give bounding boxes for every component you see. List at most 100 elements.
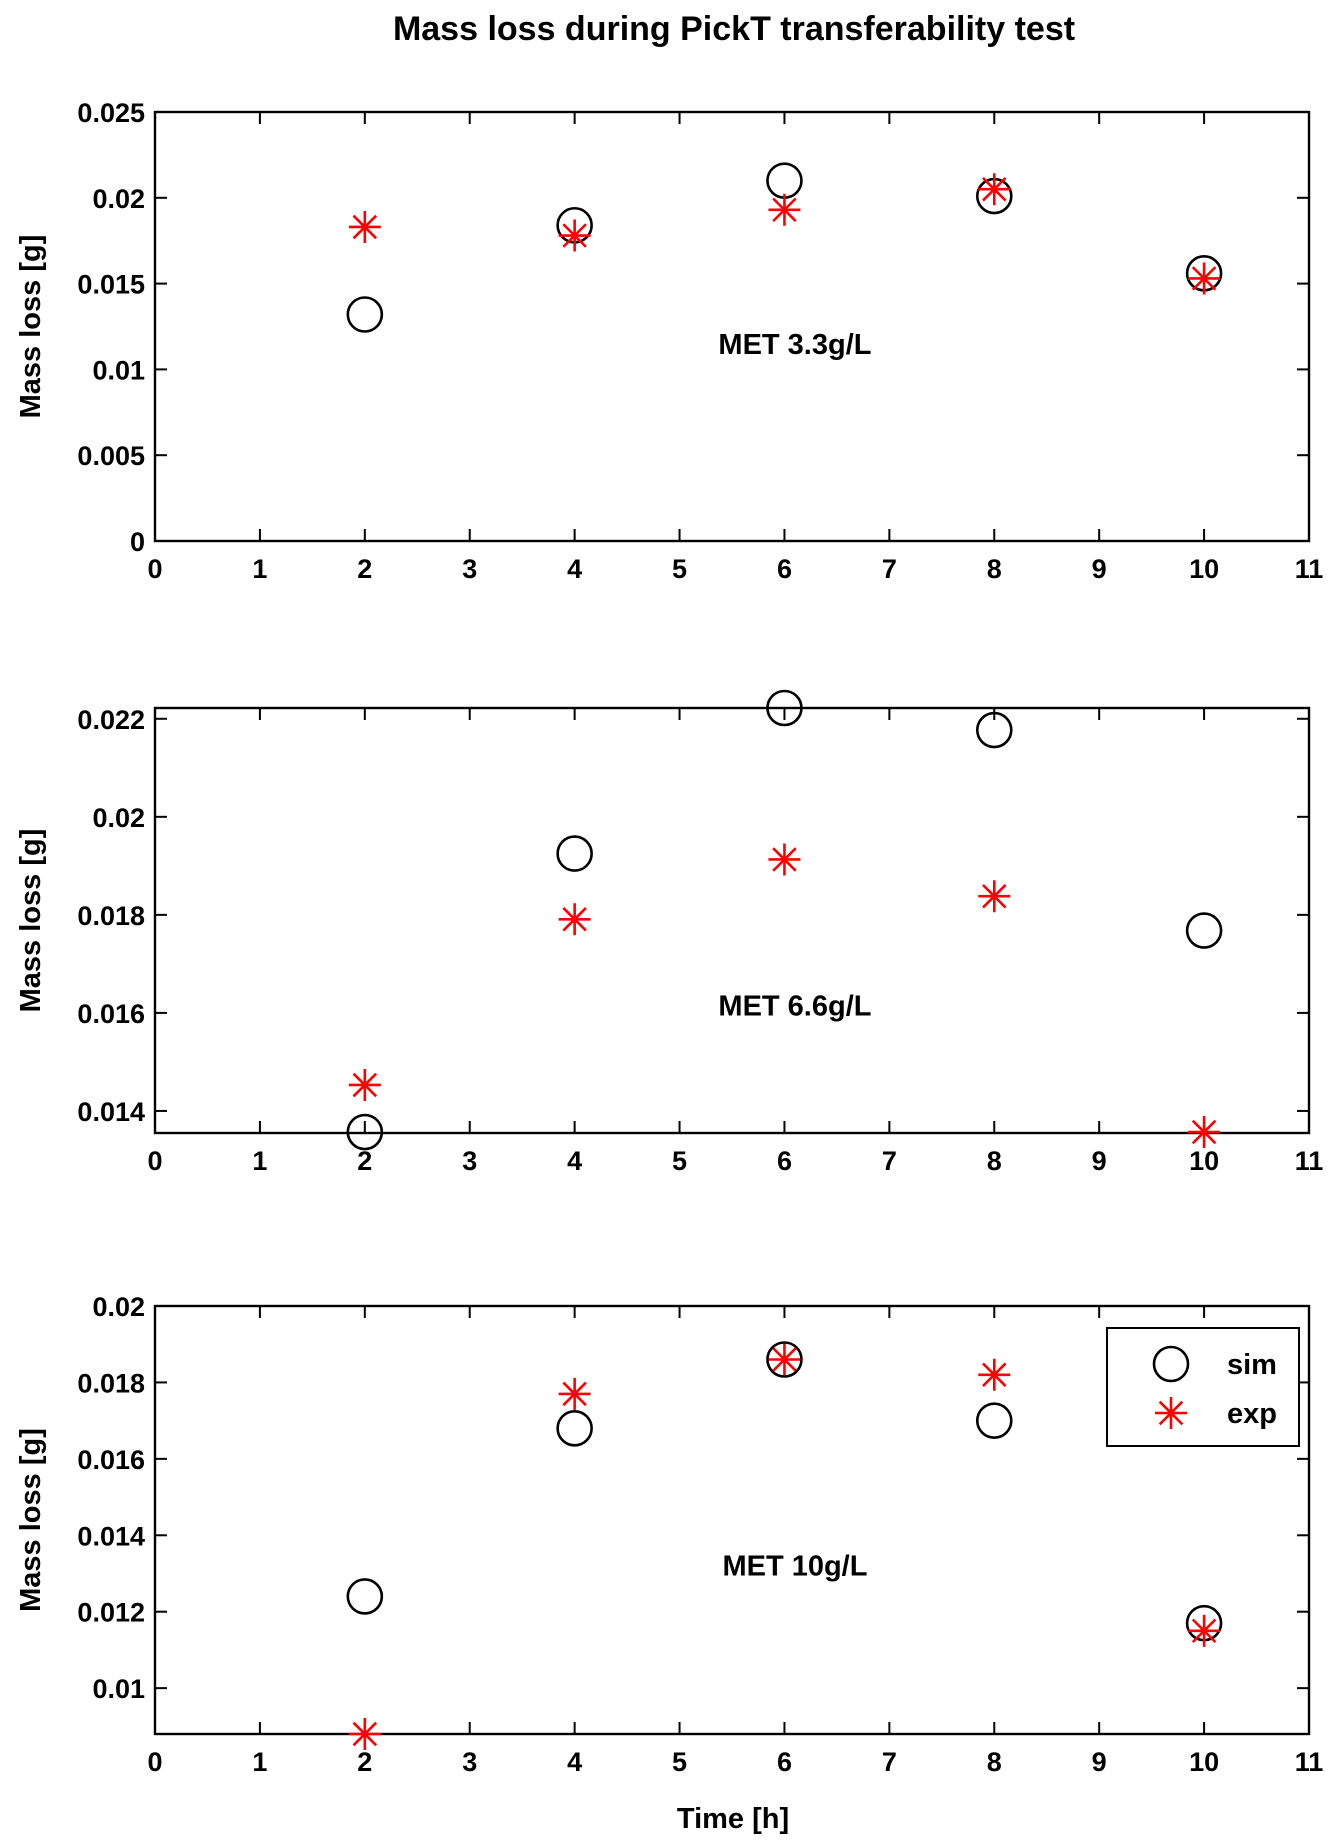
x-tick-label: 4	[567, 1747, 582, 1777]
y-tick-label: 0.016	[77, 1445, 145, 1475]
legend-sim-marker	[1152, 1345, 1190, 1383]
exp-point	[348, 1068, 381, 1101]
exp-point	[348, 210, 381, 243]
y-tick-label: 0	[130, 527, 145, 557]
y-tick-label: 0.02	[92, 184, 145, 214]
x-tick-label: 4	[567, 1146, 582, 1176]
x-tick-label: 9	[1092, 1146, 1107, 1176]
y-tick-label: 0.016	[77, 999, 145, 1029]
y-tick-label: 0.005	[77, 441, 145, 471]
panel-annotation: MET 10g/L	[722, 1550, 867, 1582]
sim-point	[975, 711, 1013, 749]
exp-point	[558, 219, 591, 252]
y-tick-label: 0.01	[92, 355, 145, 385]
sim-point	[766, 1341, 803, 1378]
x-tick-label: 4	[567, 554, 582, 584]
x-tick-label: 3	[462, 1747, 477, 1777]
legend-sim-label: sim	[1227, 1349, 1277, 1381]
y-tick-label: 0.018	[77, 901, 145, 931]
exp-point	[348, 1718, 381, 1750]
plot-frame	[153, 706, 1311, 1135]
y-tick-label: 0.018	[77, 1368, 145, 1398]
y-tick-label: 0.02	[92, 803, 145, 833]
x-tick-label: 0	[147, 554, 162, 584]
x-tick-label: 11	[1295, 1146, 1324, 1176]
y-tick-label: 0.01	[92, 1674, 145, 1704]
x-tick-label: 1	[252, 1747, 267, 1777]
legend: sim exp	[1106, 1327, 1300, 1447]
x-tick-label: 9	[1092, 1747, 1107, 1777]
x-tick-label: 3	[462, 554, 477, 584]
exp-point	[768, 193, 801, 226]
x-tick-label: 8	[987, 1146, 1002, 1176]
x-tick-label: 6	[777, 1146, 792, 1176]
exp-point	[558, 903, 591, 936]
x-tick-label: 6	[777, 554, 792, 584]
panel-2: 0 1 2 3 4 5 6 7 8 9 10 11 0.014 0.016 0.018 0.02 0.022 Ma…	[15, 689, 1324, 1176]
panel-annotation: MET 6.6g/L	[718, 990, 871, 1022]
y-tick-label: 0.012	[77, 1598, 145, 1628]
x-tick-label: 2	[357, 1146, 372, 1176]
sim-point	[975, 1402, 1013, 1439]
x-tick-label: 7	[882, 1146, 897, 1176]
x-tick-label: 5	[672, 1747, 687, 1777]
x-tick-label: 2	[357, 1747, 372, 1777]
x-tick-label: 0	[147, 1747, 162, 1777]
x-tick-label: 1	[252, 554, 267, 584]
panel-3: 0 1 2 3 4 5 6 7 8 9 10 11 0.01 0.012 0.014 0.016 0.018 0.…	[15, 1292, 1323, 1777]
x-tick-label: 8	[987, 1747, 1002, 1777]
x-tick-label: 10	[1189, 1146, 1219, 1176]
legend-exp-marker	[1155, 1397, 1187, 1429]
y-axis-label: Mass loss [g]	[15, 235, 47, 419]
y-tick-label: 0.015	[77, 270, 145, 300]
sim-point	[766, 162, 803, 199]
y-tick-label: 0.022	[77, 705, 145, 735]
exp-point	[768, 1343, 801, 1376]
plot-frame	[153, 1304, 1311, 1736]
sim-point	[556, 1409, 593, 1447]
exp-point	[1188, 1116, 1221, 1149]
x-tick-label: 3	[462, 1146, 477, 1176]
y-axis-label: Mass loss [g]	[15, 1428, 47, 1612]
exp-point	[978, 1358, 1011, 1391]
legend-box	[1106, 1327, 1300, 1447]
y-axis-label: Mass loss [g]	[15, 829, 47, 1013]
exp-point	[978, 880, 1011, 913]
x-tick-label: 0	[147, 1146, 162, 1176]
legend-exp-label: exp	[1227, 1398, 1277, 1430]
sim-point	[766, 689, 803, 727]
figure-title: Mass loss during PickT transferability t…	[393, 10, 1075, 48]
exp-point	[1188, 262, 1221, 295]
panel-annotation: MET 3.3g/L	[718, 329, 871, 361]
x-tick-label: 8	[987, 554, 1002, 584]
panels: 0 1 2 3 4 5 6 7 8 9 10 1100.0050.010.0150.020.025Ma…	[15, 98, 1323, 1777]
exp-point	[978, 173, 1011, 206]
sim-point	[556, 835, 593, 872]
x-tick-label: 11	[1295, 1747, 1324, 1777]
panel-1: 0 1 2 3 4 5 6 7 8 9 10 11 0 0.005 0.01 0.015 0.02 0.025 Ma…	[15, 98, 1323, 584]
exp-point	[1188, 1614, 1221, 1647]
x-tick-label: 9	[1092, 554, 1107, 584]
x-tick-label: 7	[882, 554, 897, 584]
x-tick-label: 2	[357, 554, 372, 584]
x-tick-label: 6	[777, 1747, 792, 1777]
y-tick-label: 0.014	[77, 1097, 145, 1127]
x-tick-label: 1	[252, 1146, 267, 1176]
exp-point	[558, 1377, 591, 1410]
sim-point	[1185, 912, 1223, 949]
x-tick-label: 10	[1189, 1747, 1219, 1777]
y-tick-label: 0.02	[92, 1292, 145, 1322]
x-tick-label: 7	[882, 1747, 897, 1777]
y-tick-label: 0.025	[77, 98, 145, 128]
x-axis-label: Time [h]	[677, 1803, 789, 1835]
y-tick-label: 0.014	[77, 1521, 145, 1551]
x-tick-label: 5	[672, 554, 687, 584]
sim-point	[346, 1578, 384, 1615]
sim-point	[346, 1113, 384, 1151]
x-tick-label: 5	[672, 1146, 687, 1176]
sim-point	[346, 296, 384, 333]
x-tick-label: 11	[1295, 554, 1324, 584]
exp-point	[768, 843, 801, 876]
x-tick-label: 10	[1189, 554, 1219, 584]
